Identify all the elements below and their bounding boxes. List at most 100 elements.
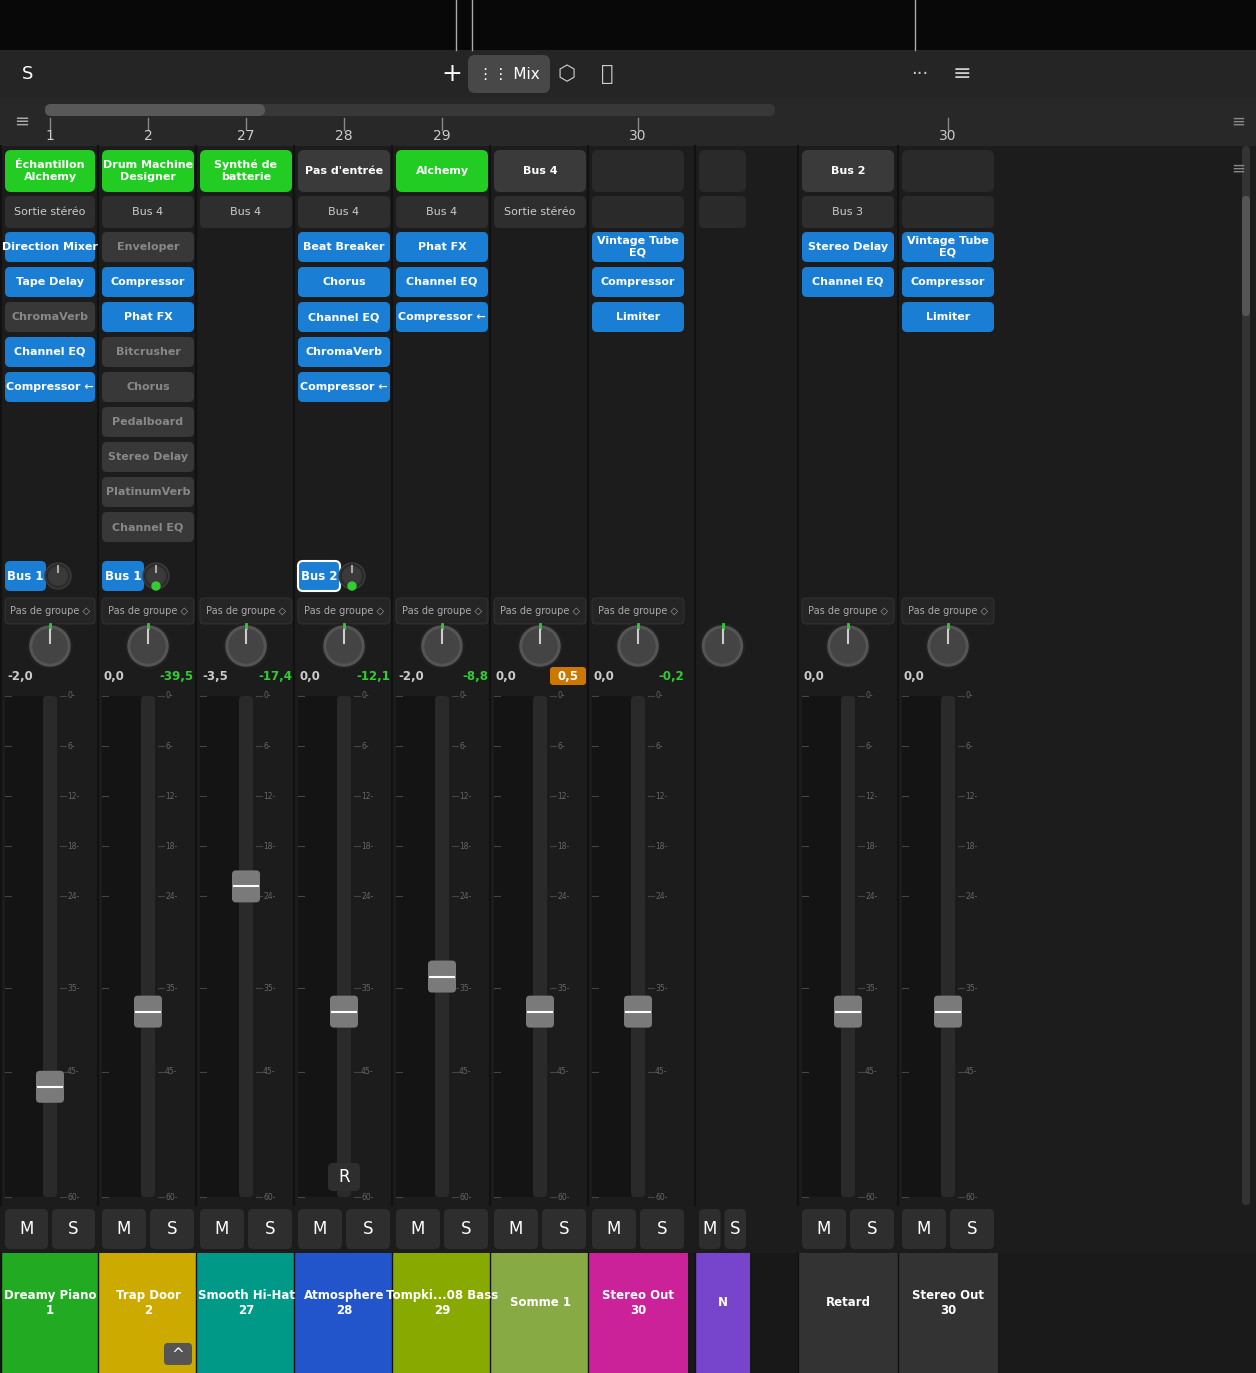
Text: Pas de groupe ◇: Pas de groupe ◇ [808, 605, 888, 616]
Text: Bus 4: Bus 4 [230, 207, 261, 217]
FancyBboxPatch shape [902, 150, 993, 192]
FancyBboxPatch shape [298, 266, 391, 297]
Bar [1000, 146, 1256, 1205]
Text: 12-: 12- [965, 792, 977, 800]
FancyBboxPatch shape [700, 1210, 721, 1249]
FancyBboxPatch shape [526, 995, 554, 1027]
Text: 0,0: 0,0 [804, 670, 825, 682]
Text: 35-: 35- [458, 983, 471, 993]
Text: Synthé de
batterie: Synthé de batterie [215, 159, 278, 183]
FancyBboxPatch shape [902, 696, 942, 1197]
Bar [898, 146, 999, 1205]
FancyBboxPatch shape [902, 599, 993, 623]
Text: M: M [702, 1221, 717, 1238]
FancyBboxPatch shape [902, 302, 993, 332]
Text: 45-: 45- [965, 1067, 977, 1076]
Circle shape [131, 629, 165, 663]
Bar [695, 146, 750, 1205]
Circle shape [517, 623, 561, 669]
Text: Compressor ←: Compressor ← [300, 382, 388, 393]
Text: Trap Door
2: Trap Door 2 [116, 1289, 181, 1317]
FancyBboxPatch shape [298, 150, 391, 192]
Circle shape [618, 626, 658, 666]
FancyBboxPatch shape [396, 232, 489, 262]
Text: Bus 4: Bus 4 [328, 207, 359, 217]
Text: 35-: 35- [165, 983, 177, 993]
Text: Channel EQ: Channel EQ [813, 277, 884, 287]
Text: 0-: 0- [865, 692, 873, 700]
FancyBboxPatch shape [102, 372, 193, 402]
Text: 24-: 24- [263, 892, 275, 901]
Text: 12-: 12- [654, 792, 667, 800]
Text: 45-: 45- [556, 1067, 569, 1076]
FancyBboxPatch shape [200, 196, 291, 228]
Text: 35-: 35- [654, 983, 667, 993]
Circle shape [706, 629, 740, 663]
Circle shape [522, 629, 556, 663]
FancyBboxPatch shape [5, 266, 95, 297]
FancyBboxPatch shape [102, 1210, 146, 1249]
Text: Échantillon
Alchemy: Échantillon Alchemy [15, 161, 84, 181]
Text: N: N [717, 1296, 727, 1310]
Text: 0,0: 0,0 [300, 670, 320, 682]
Text: ChromaVerb: ChromaVerb [305, 347, 383, 357]
Circle shape [126, 623, 170, 669]
Text: 24-: 24- [965, 892, 977, 901]
FancyBboxPatch shape [200, 696, 240, 1197]
FancyBboxPatch shape [1242, 196, 1250, 316]
FancyBboxPatch shape [700, 150, 746, 192]
Text: Compressor: Compressor [911, 277, 985, 287]
Text: Alchemy: Alchemy [416, 166, 468, 176]
FancyBboxPatch shape [102, 150, 193, 192]
Circle shape [224, 623, 268, 669]
FancyBboxPatch shape [641, 1210, 685, 1249]
FancyBboxPatch shape [902, 196, 993, 228]
FancyBboxPatch shape [200, 150, 291, 192]
Text: Pas de groupe ◇: Pas de groupe ◇ [402, 605, 482, 616]
Text: Vintage Tube
EQ: Vintage Tube EQ [597, 236, 679, 258]
Text: 24-: 24- [654, 892, 667, 901]
Circle shape [324, 626, 364, 666]
Text: Bitcrusher: Bitcrusher [116, 347, 181, 357]
FancyBboxPatch shape [494, 599, 587, 623]
FancyBboxPatch shape [102, 232, 193, 262]
FancyBboxPatch shape [494, 196, 587, 228]
Text: Limiter: Limiter [615, 312, 661, 323]
Text: 6-: 6- [165, 741, 172, 751]
FancyBboxPatch shape [5, 372, 95, 402]
Text: 6-: 6- [654, 741, 663, 751]
Text: 24-: 24- [67, 892, 79, 901]
FancyBboxPatch shape [102, 266, 193, 297]
Text: 29: 29 [433, 129, 451, 143]
Text: Smooth Hi-Hat
27: Smooth Hi-Hat 27 [197, 1289, 294, 1317]
FancyBboxPatch shape [624, 995, 652, 1027]
Text: M: M [19, 1221, 34, 1238]
Text: 60-: 60- [965, 1193, 977, 1201]
FancyBboxPatch shape [592, 266, 685, 297]
Text: Bus 1: Bus 1 [104, 570, 141, 582]
Text: 0,0: 0,0 [104, 670, 124, 682]
Text: Direction Mixer: Direction Mixer [3, 242, 98, 253]
Text: 28: 28 [335, 129, 353, 143]
Text: 12-: 12- [556, 792, 569, 800]
Text: 60-: 60- [556, 1193, 569, 1201]
Text: Stereo Out
30: Stereo Out 30 [602, 1289, 674, 1317]
Bar [490, 1254, 590, 1373]
Text: Tape Delay: Tape Delay [16, 277, 84, 287]
Text: 24-: 24- [360, 892, 373, 901]
FancyBboxPatch shape [842, 696, 855, 1197]
Text: Limiter: Limiter [926, 312, 970, 323]
Text: 0-: 0- [360, 692, 368, 700]
Bar [1, 1254, 99, 1373]
Text: 2: 2 [143, 129, 152, 143]
Text: Pas de groupe ◇: Pas de groupe ◇ [500, 605, 580, 616]
Bar [0, 49, 1256, 97]
Text: 6-: 6- [67, 741, 74, 751]
FancyBboxPatch shape [803, 266, 894, 297]
Circle shape [520, 626, 560, 666]
Text: 45-: 45- [165, 1067, 177, 1076]
Text: Bus 4: Bus 4 [427, 207, 457, 217]
FancyBboxPatch shape [700, 196, 746, 228]
Text: ChromaVerb: ChromaVerb [11, 312, 88, 323]
Text: 35-: 35- [263, 983, 275, 993]
